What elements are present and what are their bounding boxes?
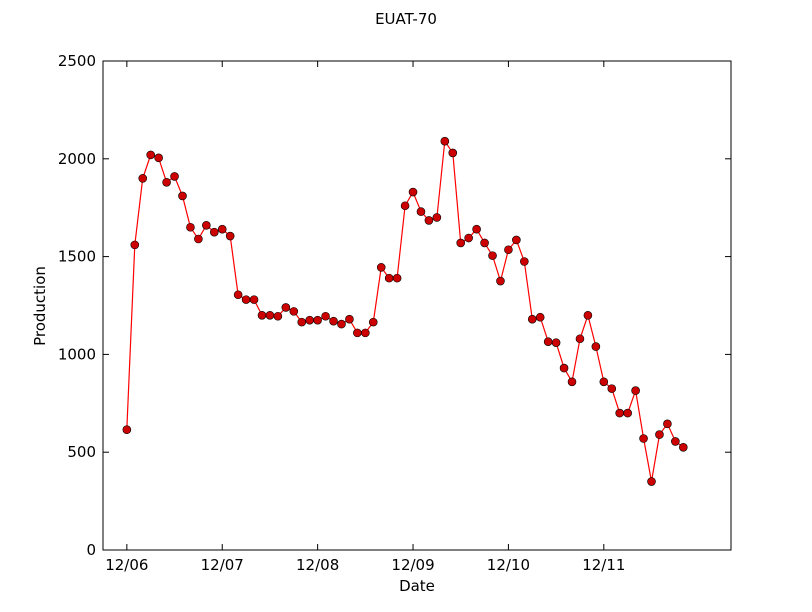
data-point <box>543 337 553 346</box>
y-axis: 0 500 1000 1500 2000 2500 <box>58 52 731 559</box>
y-tick-label: 1500 <box>58 248 96 266</box>
x-tick-label: 12/07 <box>201 556 244 574</box>
data-point <box>162 177 171 187</box>
data-point <box>281 303 291 312</box>
data-point <box>297 317 307 327</box>
plot-area <box>102 60 732 551</box>
data-point <box>480 238 489 248</box>
chart-title: EUAT-70 <box>375 10 437 28</box>
data-point <box>424 216 434 225</box>
y-axis-title: Production <box>31 266 49 346</box>
data-point <box>337 319 346 329</box>
data-point <box>440 136 450 146</box>
y-tick-label: 2500 <box>58 52 96 70</box>
data-point <box>305 315 314 325</box>
data-point <box>138 174 148 183</box>
series-points-group <box>122 136 688 486</box>
data-point <box>520 257 529 266</box>
data-point <box>512 235 521 245</box>
data-point <box>178 191 187 201</box>
y-tick-label: 1000 <box>58 345 96 363</box>
data-point <box>345 314 354 324</box>
data-point <box>146 150 155 160</box>
data-point <box>194 234 203 244</box>
x-tick-label: 12/09 <box>391 556 434 574</box>
data-point <box>679 443 688 452</box>
data-point <box>527 314 537 324</box>
data-point <box>663 419 672 429</box>
data-point <box>583 310 593 320</box>
data-point <box>631 386 640 395</box>
data-point <box>599 377 609 387</box>
data-point <box>623 408 632 418</box>
data-point <box>639 434 648 443</box>
data-point <box>202 221 211 230</box>
x-tick-label: 12/06 <box>105 556 148 574</box>
data-point <box>416 207 426 216</box>
data-point <box>671 437 680 446</box>
data-point <box>496 276 505 286</box>
data-point <box>122 425 132 435</box>
data-point <box>186 222 195 232</box>
data-point <box>559 363 569 373</box>
data-point <box>488 251 497 260</box>
data-point <box>130 240 140 250</box>
data-point <box>504 245 513 255</box>
data-point <box>170 172 179 181</box>
data-point <box>225 231 235 241</box>
data-point <box>361 328 370 338</box>
data-point <box>257 310 267 320</box>
data-point <box>368 317 378 327</box>
data-point <box>321 311 330 321</box>
data-point <box>575 334 585 344</box>
data-point <box>408 187 418 197</box>
data-point <box>551 338 561 347</box>
x-axis-title: Date <box>399 577 435 595</box>
data-point <box>241 295 251 304</box>
data-point <box>456 238 466 248</box>
data-point <box>535 312 545 322</box>
data-point <box>154 153 163 163</box>
data-point <box>265 310 275 320</box>
data-point <box>273 311 283 321</box>
data-point <box>209 227 219 237</box>
data-point <box>615 408 625 418</box>
data-point <box>655 430 664 439</box>
data-point <box>607 384 617 393</box>
data-point <box>217 224 227 234</box>
data-point <box>233 290 243 300</box>
data-point <box>249 295 259 304</box>
x-tick-label: 12/10 <box>487 556 530 574</box>
y-tick-label: 0 <box>86 541 96 559</box>
data-point <box>472 224 481 234</box>
data-point <box>313 315 322 325</box>
data-point <box>400 201 410 211</box>
y-tick-label: 2000 <box>58 150 96 168</box>
y-tick-label: 500 <box>67 443 96 461</box>
data-point <box>329 316 338 326</box>
data-point <box>384 273 394 283</box>
x-tick-label: 12/08 <box>296 556 339 574</box>
data-point <box>448 148 458 158</box>
data-point <box>464 233 473 243</box>
data-point <box>647 477 656 486</box>
x-axis: 12/06 12/07 12/08 12/09 12/10 12/11 <box>105 61 625 574</box>
data-point <box>392 273 402 283</box>
data-point <box>591 342 601 351</box>
data-point <box>353 328 362 338</box>
data-point <box>432 213 442 222</box>
data-point <box>376 263 386 272</box>
data-point <box>289 307 299 316</box>
data-point <box>567 377 577 387</box>
x-tick-label: 12/11 <box>582 556 625 574</box>
